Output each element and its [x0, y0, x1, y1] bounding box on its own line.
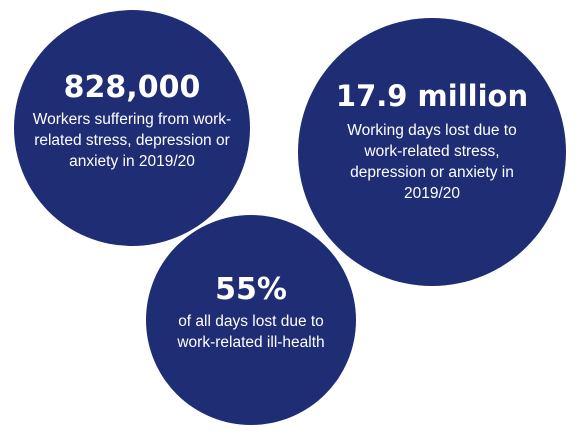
stat-circle-working-days: 17.9 million Working days lost due to wo… [298, 18, 566, 286]
stat-value: 55% [215, 271, 287, 307]
stat-description: Working days lost due to work-related st… [347, 122, 517, 202]
stat-value: 828,000 [63, 70, 201, 106]
stat-value: 17.9 million [335, 79, 529, 114]
stat-circle-percentage: 55% of all days lost due to work-related… [146, 215, 356, 425]
stat-description: of all days lost due to work-related ill… [177, 312, 325, 351]
stat-description: Workers suffering from work-related stre… [32, 111, 232, 170]
stat-circle-workers: 828,000 Workers suffering from work-rela… [14, 10, 250, 246]
